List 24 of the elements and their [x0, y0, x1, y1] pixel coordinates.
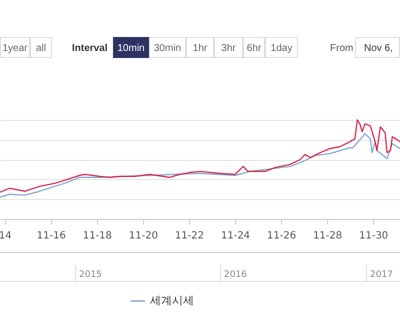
text: Nov 6,: [355, 37, 400, 58]
x-tick-label: 11-16: [36, 230, 66, 242]
x-tick-label: 11-26: [267, 230, 296, 242]
text: 2017: [366, 265, 393, 281]
text: 2016: [220, 265, 247, 281]
x-tick-label: 11-20: [128, 230, 158, 242]
text: 6hr: [243, 37, 265, 58]
text: Interval: [72, 42, 108, 56]
x-tick-label: 14: [0, 230, 12, 242]
legend-label: 세계시세: [150, 294, 194, 307]
text: 1hr: [186, 37, 214, 58]
x-tick-label: 11-24: [220, 230, 250, 242]
text: 1day: [265, 37, 298, 58]
x-tick-label: 11-28: [313, 230, 342, 242]
text: all: [30, 37, 52, 58]
x-tick-label: 11-18: [82, 230, 112, 242]
text: 30min: [149, 37, 186, 58]
text: 10min: [113, 37, 149, 58]
text: From: [330, 42, 354, 56]
x-tick-label: 11-30: [359, 230, 388, 242]
text: 3hr: [214, 37, 243, 58]
x-tick-label: 11-22: [174, 230, 204, 242]
text: 1year: [0, 37, 30, 58]
text: 2015: [75, 265, 102, 281]
